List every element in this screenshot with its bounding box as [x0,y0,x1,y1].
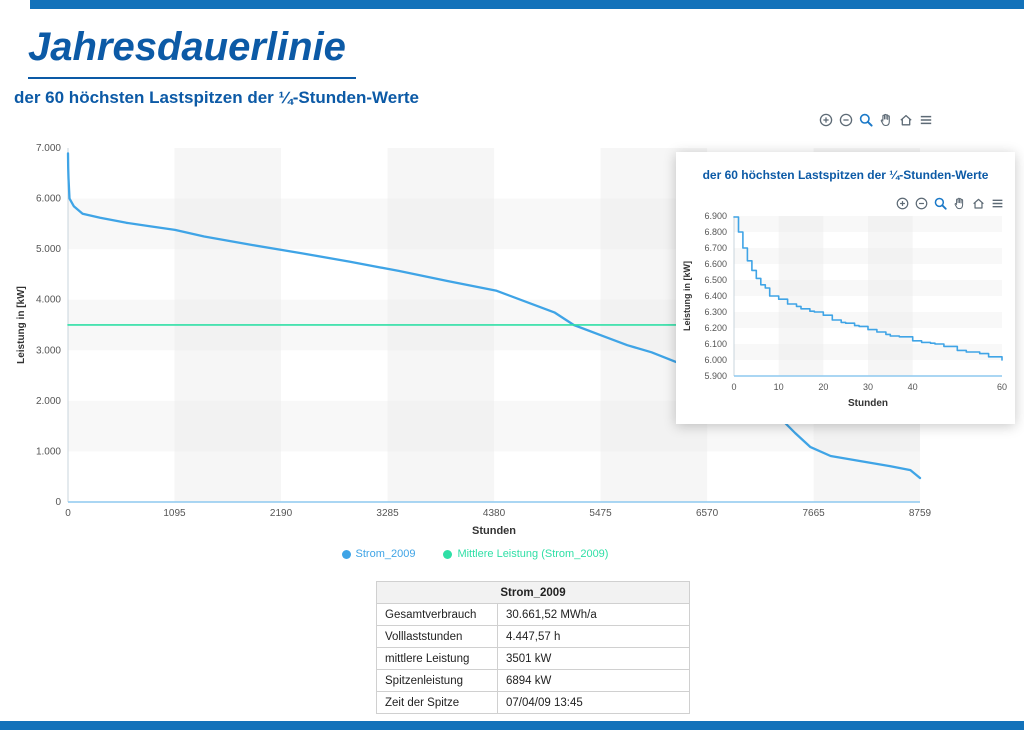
legend-label: Mittlere Leistung (Strom_2009) [457,548,609,560]
bottom-accent-bar [0,721,1024,730]
svg-text:40: 40 [908,382,918,392]
pan-icon[interactable] [878,112,894,128]
table-row-label: Spitzenleistung [376,669,498,692]
svg-text:0: 0 [55,497,61,508]
svg-text:2.000: 2.000 [36,396,61,407]
table-row-label: Volllaststunden [376,625,498,648]
svg-text:5475: 5475 [589,508,612,519]
svg-text:Stunden: Stunden [848,398,888,409]
top-accent-bar [30,0,1024,9]
svg-text:7665: 7665 [802,508,825,519]
main-chart-toolbar [818,112,934,128]
svg-text:6.400: 6.400 [704,291,727,301]
svg-text:0: 0 [731,382,736,392]
svg-text:4.000: 4.000 [36,295,61,306]
home-icon[interactable] [971,196,986,211]
svg-text:5.000: 5.000 [36,244,61,255]
box-zoom-icon[interactable] [858,112,874,128]
svg-text:6.000: 6.000 [704,355,727,365]
legend-label: Strom_2009 [355,548,416,560]
table-row: Gesamtverbrauch 30.661,52 MWh/a [376,603,690,626]
table-row: Volllaststunden 4.447,57 h [376,625,690,648]
svg-text:6.100: 6.100 [704,339,727,349]
svg-text:3.000: 3.000 [36,345,61,356]
table-row: Spitzenleistung 6894 kW [376,669,690,692]
zoom-in-icon[interactable] [895,196,910,211]
svg-text:Stunden: Stunden [472,525,516,537]
svg-text:60: 60 [997,382,1007,392]
svg-text:6.800: 6.800 [704,227,727,237]
svg-text:20: 20 [818,382,828,392]
svg-text:6570: 6570 [696,508,719,519]
svg-text:4380: 4380 [483,508,506,519]
table-row-value: 4.447,57 h [497,625,690,648]
summary-table: Strom_2009 Gesamtverbrauch 30.661,52 MWh… [376,581,690,714]
svg-text:10: 10 [774,382,784,392]
svg-text:1.000: 1.000 [36,446,61,457]
pan-icon[interactable] [952,196,967,211]
svg-text:7.000: 7.000 [36,143,61,154]
table-row-label: Gesamtverbrauch [376,603,498,626]
zoom-in-icon[interactable] [818,112,834,128]
table-row-label: Zeit der Spitze [376,691,498,714]
legend-item-strom[interactable]: Strom_2009 [341,548,416,560]
svg-text:6.200: 6.200 [704,323,727,333]
svg-text:8759: 8759 [909,508,932,519]
svg-text:1095: 1095 [163,508,186,519]
table-header: Strom_2009 [376,581,690,604]
box-zoom-icon[interactable] [933,196,948,211]
table-row-value: 6894 kW [497,669,690,692]
table-row: mittlere Leistung 3501 kW [376,647,690,670]
page-subtitle: der 60 höchsten Lastspitzen der ¼-Stunde… [14,88,419,107]
svg-text:0: 0 [65,508,71,519]
inset-chart-panel: der 60 höchsten Lastspitzen der ¼-Stunde… [676,152,1015,424]
zoom-out-icon[interactable] [914,196,929,211]
svg-text:6.500: 6.500 [704,275,727,285]
svg-text:6.300: 6.300 [704,307,727,317]
table-row-value: 3501 kW [497,647,690,670]
table-row-value: 07/04/09 13:45 [497,691,690,714]
menu-icon[interactable] [990,196,1005,211]
svg-text:30: 30 [863,382,873,392]
menu-icon[interactable] [918,112,934,128]
svg-text:Leistung in [kW]: Leistung in [kW] [16,286,27,364]
svg-text:3285: 3285 [376,508,399,519]
svg-text:5.900: 5.900 [704,371,727,381]
inset-chart-toolbar [895,196,1005,211]
table-row: Zeit der Spitze 07/04/09 13:45 [376,691,690,714]
home-icon[interactable] [898,112,914,128]
table-row-label: mittlere Leistung [376,647,498,670]
inset-chart[interactable]: 0 10 20 30 40 60 5.900 6.000 6.100 6.200 6.300 6.40… [676,208,1015,420]
svg-text:6.000: 6.000 [36,194,61,205]
svg-text:6.600: 6.600 [704,259,727,269]
zoom-out-icon[interactable] [838,112,854,128]
inset-title: der 60 höchsten Lastspitzen der ¼-Stunde… [702,168,989,182]
chart-legend: Strom_2009 Mittlere Leistung (Strom_2009… [0,548,950,560]
svg-text:Leistung in [kW]: Leistung in [kW] [682,261,692,331]
page-title: Jahresdauerlinie [28,26,356,79]
legend-marker-mittlere [443,549,453,559]
svg-text:2190: 2190 [270,508,293,519]
legend-marker-strom [341,549,351,559]
table-row-value: 30.661,52 MWh/a [497,603,690,626]
svg-text:6.700: 6.700 [704,243,727,253]
svg-text:6.900: 6.900 [704,211,727,221]
legend-item-mittlere-leistung[interactable]: Mittlere Leistung (Strom_2009) [443,548,608,560]
